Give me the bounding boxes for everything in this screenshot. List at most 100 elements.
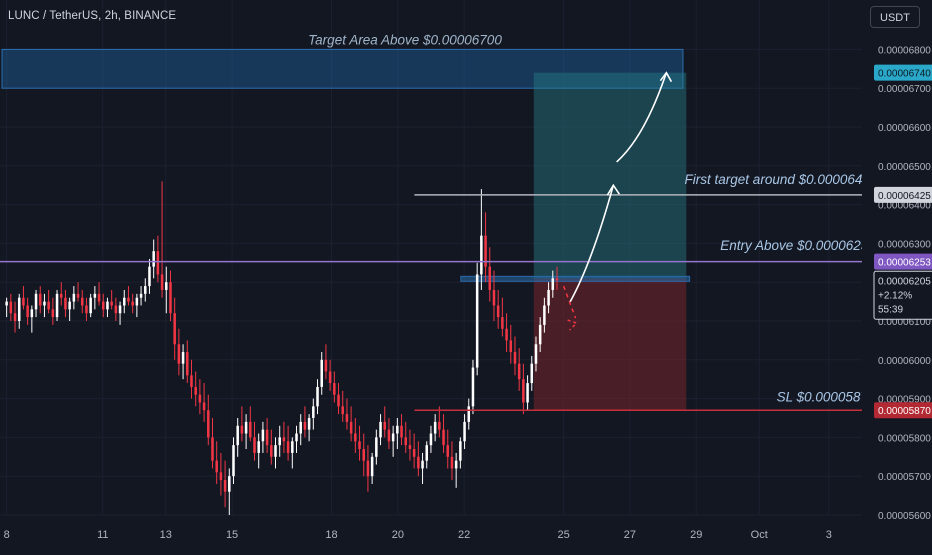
y-tick-label: 0.00005700 — [878, 472, 931, 483]
candle-body — [492, 289, 496, 306]
candle-body — [488, 266, 492, 290]
candle-body — [362, 449, 365, 461]
candle-body — [64, 297, 67, 310]
candle-body — [387, 429, 391, 442]
x-tick-label: 22 — [458, 529, 470, 541]
candle-body — [467, 406, 471, 422]
candle-body — [438, 421, 441, 430]
candle-body — [110, 301, 113, 306]
candle-body — [333, 383, 336, 395]
candle-body — [43, 301, 46, 306]
candle-body — [391, 433, 395, 442]
candle-body — [358, 441, 361, 450]
x-tick-label: 3 — [826, 529, 832, 541]
candle-body — [156, 251, 160, 275]
time-axis — [0, 518, 862, 553]
candle-body — [274, 445, 277, 457]
candle-body — [38, 293, 42, 306]
candle-body — [148, 266, 151, 287]
candle-body — [295, 433, 298, 442]
candle-body — [345, 414, 349, 422]
price-label: 0.00006740 — [878, 69, 931, 80]
candle-body — [475, 274, 479, 368]
candle-body — [198, 394, 202, 403]
candle-body — [509, 340, 513, 353]
candle-body — [450, 456, 454, 469]
candle-body — [484, 235, 487, 267]
candle-body — [139, 293, 143, 298]
candle-body — [433, 421, 437, 434]
x-tick-label: 20 — [392, 529, 404, 541]
candle-body — [303, 421, 307, 430]
price-label-bg — [874, 402, 932, 419]
candle-body — [93, 293, 97, 298]
candle-body — [34, 293, 38, 310]
annotation-label: Target Area Above $0.00006700 — [308, 33, 502, 48]
price-label: 0.00006425 — [878, 191, 931, 202]
current-price-box — [873, 270, 932, 320]
candle-body — [127, 297, 130, 302]
candle-body — [186, 352, 189, 376]
price-label-bg — [874, 186, 932, 203]
candle-body — [228, 476, 231, 492]
candle-body — [463, 421, 466, 442]
candle-body — [501, 317, 504, 329]
candles-group — [5, 181, 559, 515]
candle-body — [253, 437, 256, 453]
candle-body — [114, 305, 118, 314]
candle-body — [80, 297, 84, 306]
candle-body — [173, 313, 176, 345]
candle-body — [72, 293, 76, 302]
candle-body — [169, 282, 172, 314]
candle-body — [328, 371, 332, 384]
loss-zone — [533, 278, 687, 411]
candle-body — [9, 301, 13, 314]
candle-body — [51, 309, 55, 318]
y-tick-label: 0.00005600 — [878, 511, 931, 522]
projection-target-path — [616, 72, 668, 163]
candle-body — [135, 297, 139, 306]
x-tick-label: 15 — [226, 529, 238, 541]
candle-body — [496, 305, 500, 318]
candle-body — [261, 429, 265, 442]
target-area-zone — [1, 48, 684, 89]
currency-button[interactable]: USDT — [870, 6, 920, 28]
price-label-bg — [874, 64, 932, 81]
candle-body — [517, 363, 521, 380]
candle-body — [354, 433, 357, 442]
projection-up-path — [569, 184, 615, 302]
candle-body — [299, 421, 302, 434]
projection-down-path — [562, 285, 577, 319]
candle-body — [26, 305, 29, 318]
candle-body — [76, 293, 80, 298]
candle-body — [375, 437, 378, 457]
candle-body — [101, 301, 105, 310]
candle-body — [257, 441, 260, 453]
candle-body — [538, 324, 542, 345]
candle-body — [144, 286, 147, 294]
candle-body — [55, 293, 59, 318]
candle-body — [421, 460, 424, 469]
candle-body — [215, 460, 218, 473]
y-tick-label: 0.00006100 — [878, 317, 931, 328]
price-label: 0.00006253 — [878, 258, 931, 269]
candle-body — [282, 437, 286, 442]
candle-body — [17, 297, 21, 321]
candle-body — [152, 251, 155, 267]
candle-body — [366, 460, 370, 477]
candle-body — [379, 421, 382, 438]
y-tick-label: 0.00005800 — [878, 433, 931, 444]
projection-target-arrowhead — [659, 71, 673, 83]
price-label: 0.00005870 — [878, 406, 931, 417]
candle-body — [547, 289, 550, 306]
candle-body — [425, 445, 429, 461]
x-tick-label: 13 — [160, 529, 172, 541]
candle-body — [278, 437, 281, 446]
current-price: 0.00006205 — [878, 276, 931, 287]
candle-body — [408, 445, 412, 450]
candle-body — [165, 282, 168, 290]
candle-body — [30, 309, 34, 318]
candle-body — [454, 460, 458, 469]
